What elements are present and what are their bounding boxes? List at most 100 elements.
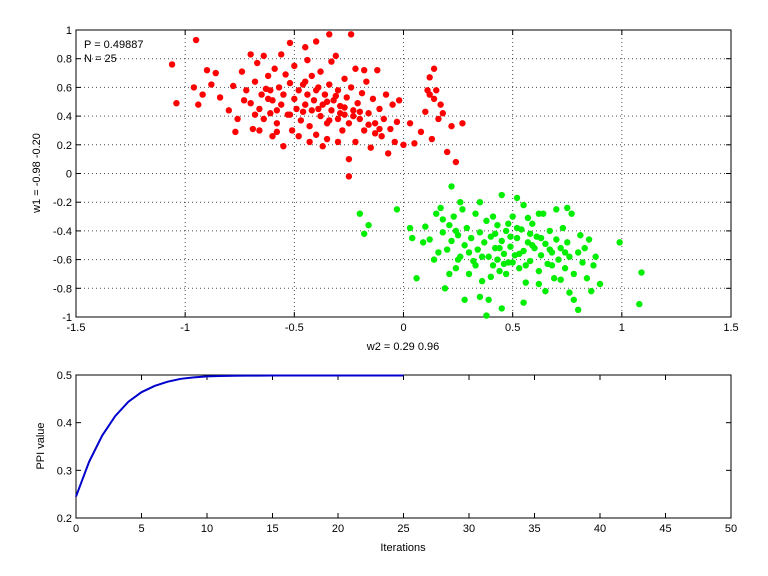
scatter-point — [195, 101, 202, 108]
scatter-point — [328, 58, 335, 65]
scatter-point — [299, 108, 307, 115]
scatter-point — [535, 267, 543, 275]
line-y-tick-label: 0.4 — [57, 418, 72, 430]
scatter-point — [553, 206, 560, 213]
scatter-point — [291, 62, 298, 70]
scatter-plot-frame — [75, 29, 732, 318]
scatter-point — [326, 117, 333, 124]
scatter-x-tick-label: 1.5 — [723, 322, 738, 334]
annotation-n-value: N = 25 — [84, 53, 117, 65]
scatter-y-tick-label: -0.6 — [53, 255, 72, 267]
scatter-x-tick-label: -1 — [180, 322, 190, 334]
scatter-point — [267, 110, 274, 117]
scatter-point — [406, 224, 414, 232]
scatter-point — [306, 138, 313, 146]
scatter-point — [577, 232, 584, 239]
scatter-point — [312, 87, 320, 94]
scatter-point — [371, 120, 379, 127]
scatter-point — [341, 75, 348, 82]
scatter-point — [326, 81, 333, 88]
scatter-point — [555, 256, 562, 263]
scatter-point — [321, 91, 329, 98]
line-x-tick-label: 30 — [463, 523, 475, 535]
scatter-point — [286, 111, 294, 118]
scatter-point — [585, 236, 593, 243]
scatter-point — [343, 94, 350, 101]
scatter-y-tick-label: 0.8 — [57, 54, 72, 66]
scatter-point — [502, 227, 510, 235]
scatter-point — [433, 87, 440, 94]
scatter-point — [350, 107, 357, 114]
scatter-point — [323, 135, 331, 143]
scatter-point — [326, 31, 333, 38]
scatter-point — [291, 95, 298, 103]
scatter-y-tick-label: 0.6 — [57, 82, 72, 94]
scatter-point — [374, 66, 381, 74]
scatter-point — [459, 120, 466, 127]
scatter-point — [476, 229, 484, 236]
scatter-point — [435, 115, 442, 123]
scatter-point — [481, 239, 488, 246]
annotation-p-value: P = 0.49887 — [84, 39, 143, 51]
scatter-point — [433, 210, 440, 217]
scatter-point — [306, 122, 313, 130]
scatter-point — [312, 38, 320, 45]
scatter-point — [302, 101, 309, 108]
scatter-point — [356, 115, 364, 123]
scatter-point — [583, 275, 591, 282]
line-y-tick-label: 0.5 — [57, 370, 72, 382]
scatter-point — [334, 115, 342, 123]
scatter-point — [354, 99, 361, 107]
scatter-y-tick-label: 0.2 — [57, 140, 72, 152]
scatter-point — [476, 293, 484, 301]
scatter-point — [240, 97, 248, 104]
scatter-point — [317, 68, 324, 75]
scatter-point — [424, 87, 431, 94]
scatter-point — [535, 280, 543, 288]
scatter-point — [380, 115, 388, 123]
scatter-points — [168, 31, 645, 319]
scatter-point — [260, 52, 267, 60]
scatter-point — [345, 173, 353, 180]
scatter-point — [280, 91, 287, 98]
scatter-point — [247, 99, 254, 107]
scatter-point — [278, 101, 285, 108]
scatter-y-tick-label: 1 — [66, 25, 72, 37]
scatter-point — [304, 56, 311, 64]
scatter-point — [513, 194, 521, 202]
line-plot: 0 5 10 15 20 25 30 35 40 45 50 0.2 0.3 0.4 0.5 Iterat… — [35, 370, 737, 554]
scatter-point — [430, 95, 438, 103]
scatter-point — [422, 223, 429, 230]
scatter-point — [636, 300, 643, 308]
scatter-point — [310, 97, 318, 104]
scatter-point — [395, 97, 403, 104]
scatter-point — [282, 71, 289, 78]
scatter-point — [173, 99, 180, 107]
scatter-point — [472, 210, 479, 217]
line-x-tick-label: 10 — [201, 523, 213, 535]
scatter-point — [430, 256, 438, 263]
scatter-point — [251, 111, 259, 118]
line-x-tick-label: 45 — [659, 523, 671, 535]
scatter-point — [387, 125, 394, 133]
scatter-point — [426, 236, 433, 243]
scatter-point — [323, 98, 331, 105]
line-x-tick-label: 0 — [73, 523, 79, 535]
scatter-point — [553, 236, 560, 243]
scatter-point — [439, 229, 446, 236]
line-x-tick-label: 20 — [332, 523, 344, 535]
line-y-ticks: 0.2 0.3 0.4 0.5 — [57, 370, 731, 525]
scatter-point — [437, 204, 444, 212]
scatter-point — [507, 243, 514, 250]
scatter-point — [494, 256, 501, 263]
scatter-point — [199, 91, 206, 98]
scatter-point — [382, 91, 390, 98]
line-x-tick-label: 15 — [266, 523, 278, 535]
scatter-point — [439, 216, 446, 223]
scatter-point — [361, 127, 368, 134]
scatter-point — [522, 279, 529, 286]
scatter-point — [308, 72, 315, 80]
scatter-point — [487, 273, 495, 281]
scatter-point — [254, 59, 261, 67]
scatter-point — [435, 249, 442, 256]
